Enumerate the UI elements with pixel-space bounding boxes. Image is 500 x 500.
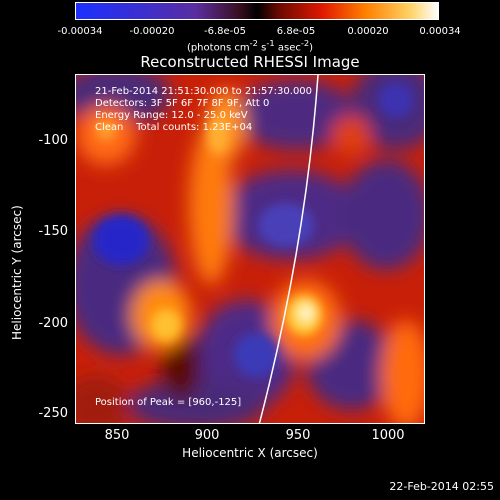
colorbar-tick: 0.00034 [419, 26, 461, 37]
image-title: Reconstructed RHESSI Image [140, 53, 360, 71]
x-tick-label: 1000 [371, 428, 405, 443]
y-tick-label: -200 [38, 316, 68, 331]
x-tick-label: 950 [285, 428, 311, 443]
info-peak-position: Position of Peak = [960,-125] [95, 397, 242, 408]
info-time-range: 21-Feb-2014 21:51:30.000 to 21:57:30.000 [95, 86, 313, 97]
solar-limb-line [258, 75, 319, 423]
colorbar-units: (photons cm-2 s-1 asec-2) [186, 38, 314, 54]
colorbar-tick: -6.8e-05 [204, 26, 246, 37]
y-axis-label: Heliocentric Y (arcsec) [10, 205, 24, 340]
x-tick-label: 900 [194, 428, 220, 443]
colorbar-tick: -0.00020 [129, 26, 175, 37]
rhessi-image [75, 74, 425, 424]
info-energy-range: Energy Range: 12.0 - 25.0 keV [95, 110, 248, 121]
colorbar-tick: 6.8e-05 [276, 26, 316, 37]
colorbar [75, 2, 439, 20]
y-tick-label: -100 [38, 133, 68, 148]
y-tick-label: -250 [38, 406, 68, 421]
info-method-counts: Clean Total counts: 1.23E+04 [95, 122, 253, 133]
x-axis-label: Heliocentric X (arcsec) [182, 446, 318, 460]
flux-map [76, 75, 424, 423]
x-tick-label: 850 [104, 428, 130, 443]
colorbar-tick: -0.00034 [57, 26, 103, 37]
y-tick-label: -150 [38, 224, 68, 239]
colorbar-tick: 0.00020 [347, 26, 389, 37]
footer-timestamp: 22-Feb-2014 02:55 [389, 480, 494, 493]
info-detectors: Detectors: 3F 5F 6F 7F 8F 9F, Att 0 [95, 98, 270, 109]
